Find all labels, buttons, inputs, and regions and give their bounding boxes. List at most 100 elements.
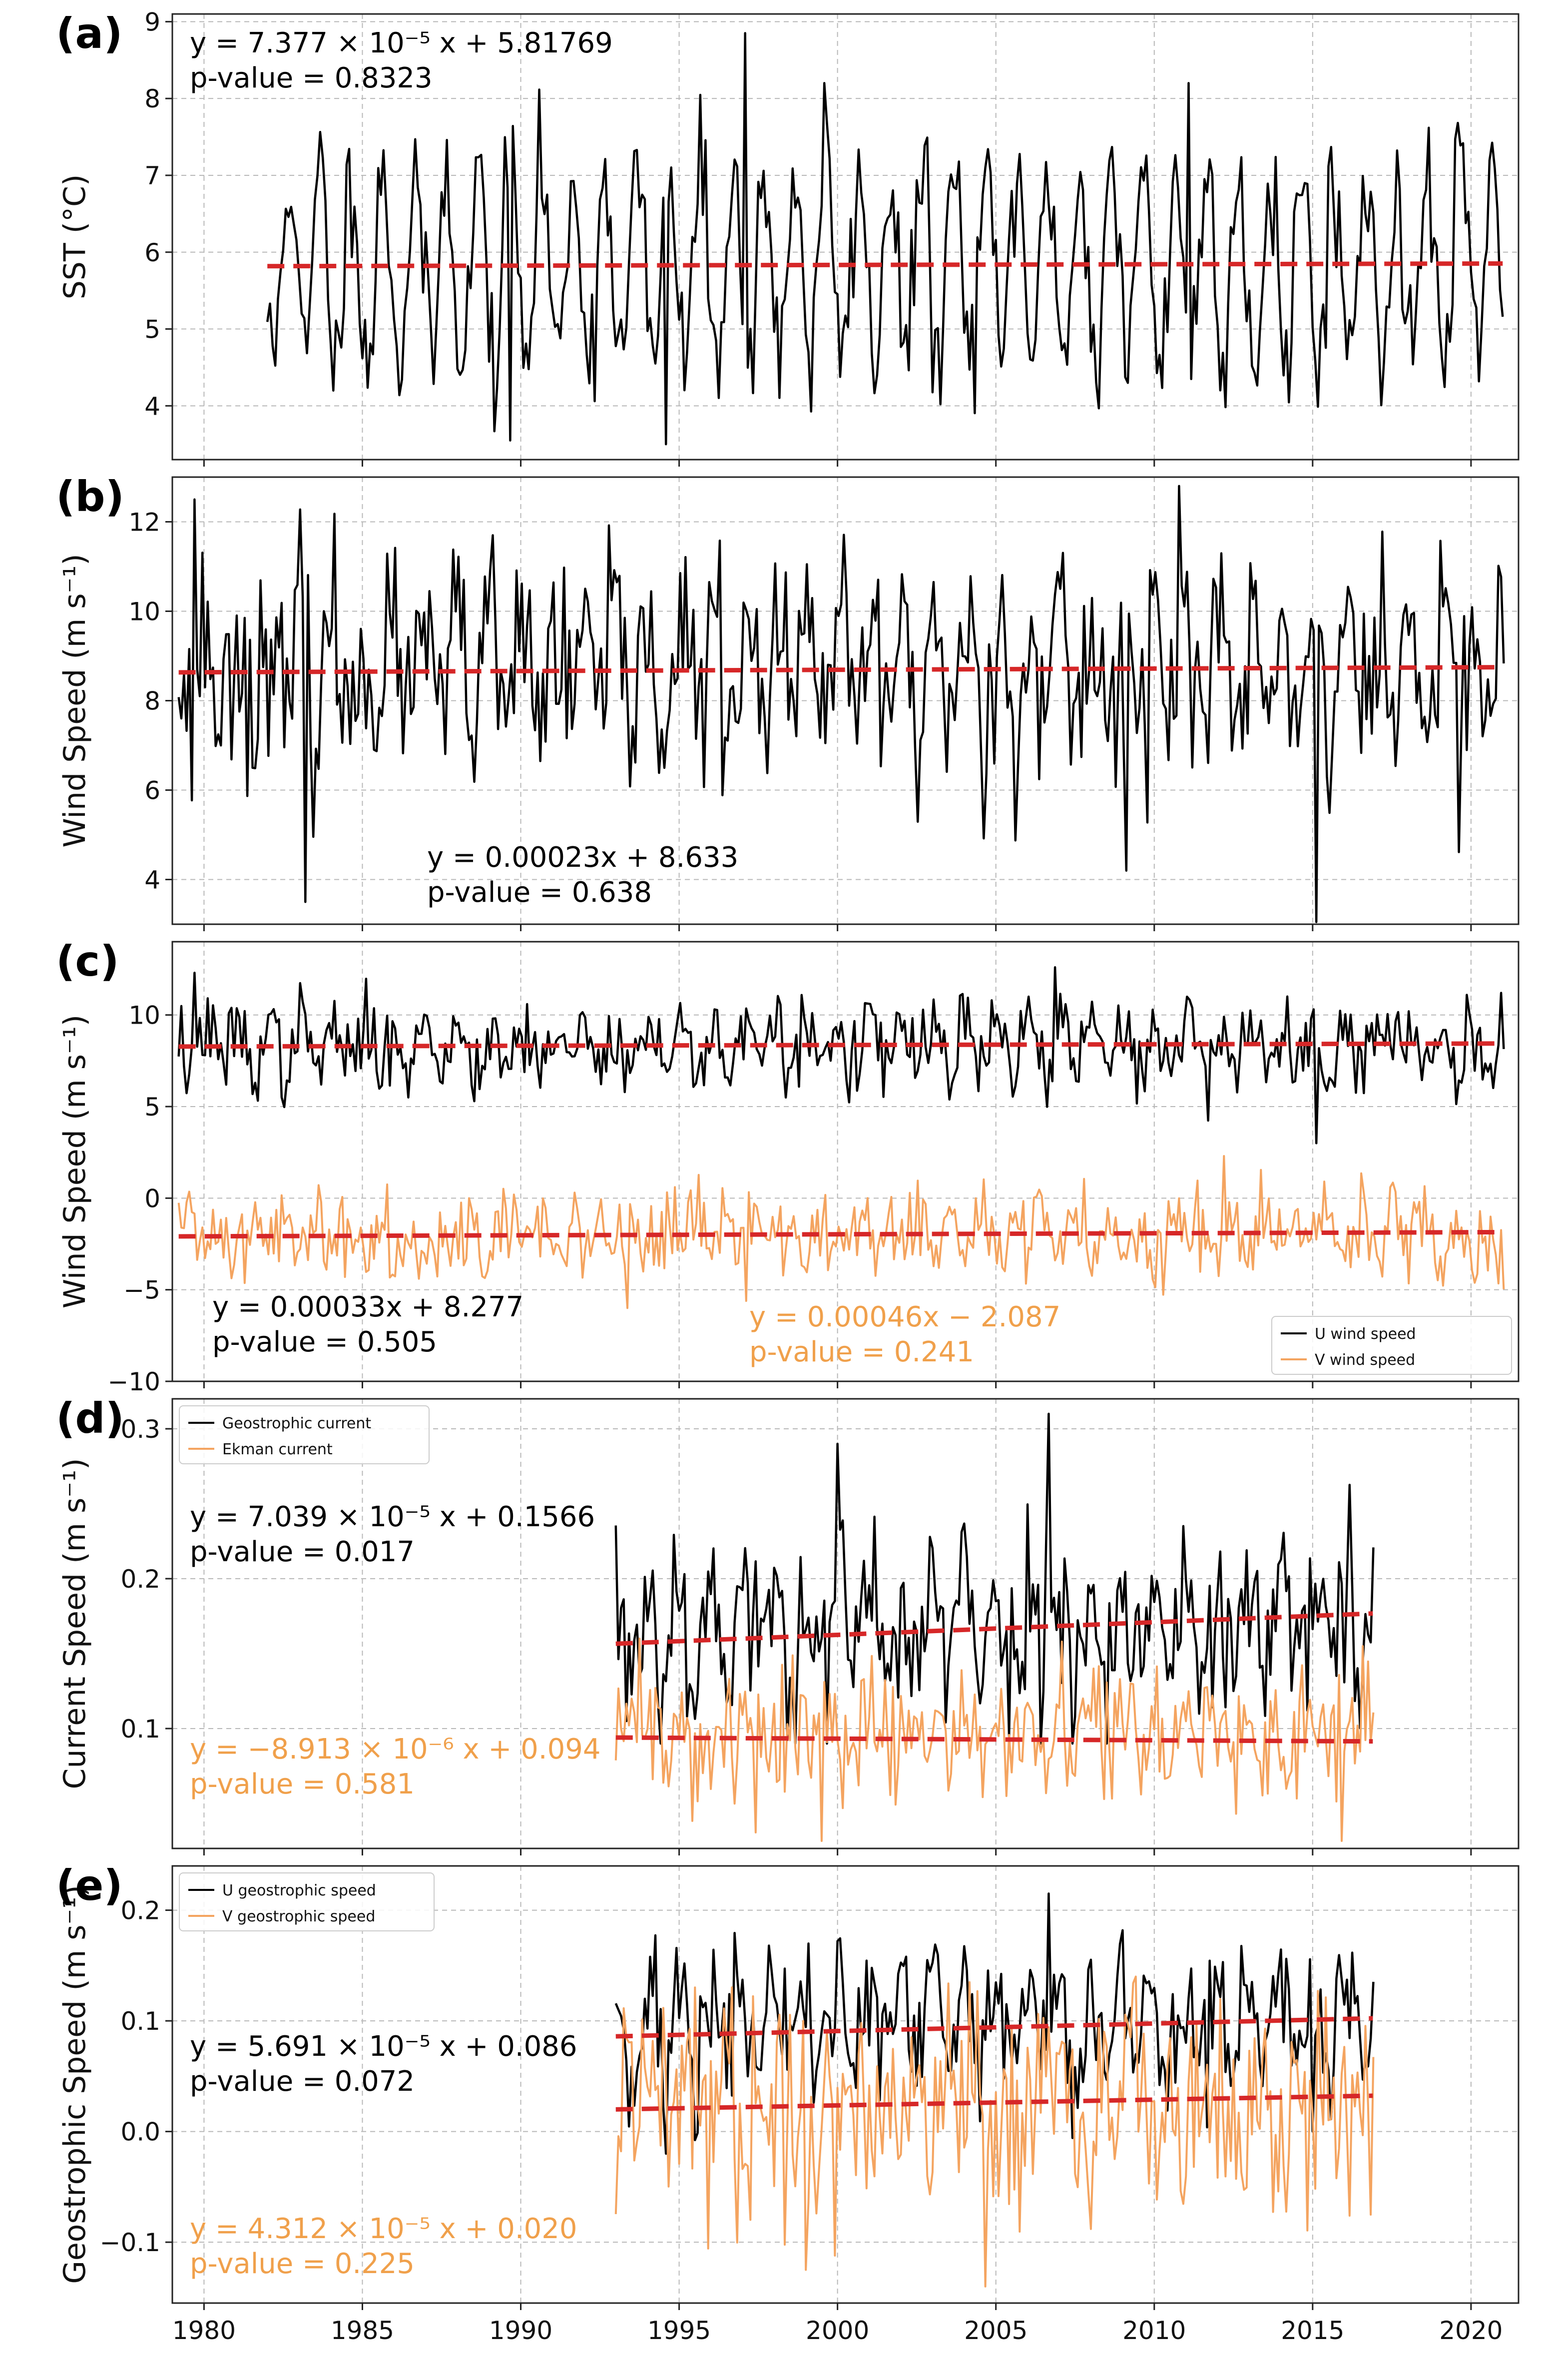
x-tick-label: 2015 xyxy=(1281,2316,1344,2345)
panel-label: (b) xyxy=(56,472,124,521)
legend-box xyxy=(179,1405,430,1464)
trend-equation-1: y = 0.00023x + 8.633 xyxy=(427,841,738,874)
y-tick-label: 0 xyxy=(144,1184,160,1213)
y-tick-label: 0.3 xyxy=(120,1415,160,1444)
y-tick-label: 4 xyxy=(144,392,160,421)
y-tick-label: 4 xyxy=(144,866,160,895)
trend-equation-1-pvalue: p-value = 0.072 xyxy=(190,2065,415,2098)
plot-frame xyxy=(171,476,1520,925)
panel-e: −0.1 0.0 0.1 0.2 Geostrophic Speed (m s⁻¹)(e… xyxy=(56,1861,1520,2345)
plot-frame xyxy=(171,1865,1520,2304)
y-tick-label: 0.1 xyxy=(120,1715,160,1744)
legend: U geostrophic speed V geostrophic speed xyxy=(179,1872,435,1931)
trend-equation-1: y = 0.00033x + 8.277 xyxy=(212,1291,523,1323)
y-tick-label: 9 xyxy=(144,7,160,36)
legend-entry: V wind speed xyxy=(1315,1351,1415,1369)
x-tick-label: 1995 xyxy=(647,2316,711,2345)
x-tick-label: 2005 xyxy=(964,2316,1028,2345)
trend-equation-1: y = 7.039 × 10⁻⁵ x + 0.1566 xyxy=(190,1501,595,1533)
y-tick-label: −5 xyxy=(123,1276,160,1305)
legend-entry: U wind speed xyxy=(1315,1325,1416,1343)
legend-box xyxy=(1271,1316,1512,1375)
x-tick-label: 2010 xyxy=(1122,2316,1186,2345)
y-tick-label: −10 xyxy=(107,1367,160,1396)
legend: Geostrophic current Ekman current xyxy=(179,1405,430,1464)
trend-equation-2: y = 0.00046x − 2.087 xyxy=(749,1301,1060,1333)
panel-label: (e) xyxy=(56,1861,123,1910)
panel-b: 4 6 8 10 12 Wind Speed (m s⁻¹) (b) y = 0.00023x… xyxy=(56,472,1520,931)
trend-line-1 xyxy=(615,1611,1373,1646)
x-tick-label: 2020 xyxy=(1439,2316,1503,2345)
y-axis-label: SST (°C) xyxy=(57,174,92,300)
trend-equation-1: y = 5.691 × 10⁻⁵ x + 0.086 xyxy=(190,2030,577,2063)
trend-line-2 xyxy=(615,1735,1373,1744)
trend-equation-2-pvalue: p-value = 0.581 xyxy=(190,1768,415,1800)
x-tick-label: 1980 xyxy=(172,2316,236,2345)
legend-entry: V geostrophic speed xyxy=(222,1908,375,1925)
y-tick-label: 0.0 xyxy=(120,2118,160,2147)
y-tick-label: −0.1 xyxy=(100,2228,160,2257)
panel-label: (c) xyxy=(56,937,119,986)
y-tick-label: 0.2 xyxy=(120,1565,160,1594)
panel-d: 0.1 0.2 0.3 Current Speed (m s⁻¹) (d) y = 7.0… xyxy=(56,1394,1520,1855)
x-tick-label: 2000 xyxy=(806,2316,869,2345)
trend-equation-2: y = −8.913 × 10⁻⁶ x + 0.094 xyxy=(190,1733,600,1766)
trend-line-2 xyxy=(615,2093,1373,2112)
plot-frame xyxy=(171,13,1520,461)
series-line-wind-speed xyxy=(177,485,1505,923)
trend-equation-1: y = 7.377 × 10⁻⁵ x + 5.81769 xyxy=(190,27,613,59)
y-axis-label: Wind Speed (m s⁻¹) xyxy=(57,1015,92,1308)
panel-a: 4 5 6 7 8 9 SST (°C) (a) y = 7.377 × 10⁻⁵ x + 5.… xyxy=(56,7,1520,467)
trend-line-1 xyxy=(267,261,1503,269)
y-tick-label: 10 xyxy=(128,597,160,626)
plot-frame xyxy=(171,941,1520,1382)
trend-equation-1-pvalue: p-value = 0.8323 xyxy=(190,62,433,94)
y-tick-label: 5 xyxy=(144,315,160,344)
y-tick-label: 10 xyxy=(128,1001,160,1030)
trend-equation-1-pvalue: p-value = 0.638 xyxy=(427,876,652,909)
y-tick-label: 0.1 xyxy=(120,2007,160,2036)
trend-line-1 xyxy=(615,2016,1373,2039)
legend-entry: Geostrophic current xyxy=(222,1415,371,1432)
y-tick-label: 8 xyxy=(144,687,160,716)
y-tick-label: 7 xyxy=(144,161,160,190)
y-axis-label: Current Speed (m s⁻¹) xyxy=(57,1458,92,1789)
series-group xyxy=(614,1412,1375,1842)
panel-c: −10 −5 0 5 10 Wind Speed (m s⁻¹) (c) y = 0.0003… xyxy=(56,937,1520,1396)
panel-label: (a) xyxy=(56,9,122,58)
trend-equation-2-pvalue: p-value = 0.225 xyxy=(190,2248,415,2280)
y-tick-label: 5 xyxy=(144,1093,160,1122)
legend: U wind speed V wind speed xyxy=(1271,1316,1512,1375)
series-line-ekman-current xyxy=(614,1638,1375,1842)
y-axis-label: Geostrophic Speed (m s⁻¹) xyxy=(57,1885,92,2284)
trend-line-2 xyxy=(178,1229,1503,1239)
series-line-v-geostrophic-speed xyxy=(614,1975,1375,2288)
series-group xyxy=(177,966,1505,1309)
trend-equation-2: y = 4.312 × 10⁻⁵ x + 0.020 xyxy=(190,2213,577,2245)
trend-line-1 xyxy=(178,1041,1503,1049)
y-tick-label: 12 xyxy=(128,508,160,537)
y-axis-label: Wind Speed (m s⁻¹) xyxy=(57,554,92,847)
series-line-u-wind-speed xyxy=(177,966,1505,1145)
trend-equation-1-pvalue: p-value = 0.505 xyxy=(212,1326,437,1358)
trend-line-1 xyxy=(178,665,1503,675)
series-group xyxy=(266,32,1504,446)
plot-frame xyxy=(171,1398,1520,1849)
y-tick-label: 0.2 xyxy=(120,1896,160,1925)
y-tick-label: 6 xyxy=(144,238,160,267)
series-line-geostrophic-current xyxy=(614,1412,1375,1745)
series-group xyxy=(614,1892,1375,2288)
series-line-u-geostrophic-speed xyxy=(614,1892,1375,2155)
legend-entry: U geostrophic speed xyxy=(222,1882,376,1899)
y-tick-label: 6 xyxy=(144,776,160,805)
series-line-sst xyxy=(266,32,1504,446)
legend-entry: Ekman current xyxy=(222,1441,333,1458)
trend-equation-2-pvalue: p-value = 0.241 xyxy=(749,1336,974,1368)
trend-equation-1-pvalue: p-value = 0.017 xyxy=(190,1536,415,1568)
y-tick-label: 8 xyxy=(144,84,160,113)
x-tick-label: 1985 xyxy=(331,2316,394,2345)
series-group xyxy=(177,485,1505,923)
panel-label: (d) xyxy=(56,1394,124,1443)
x-tick-label: 1990 xyxy=(489,2316,552,2345)
